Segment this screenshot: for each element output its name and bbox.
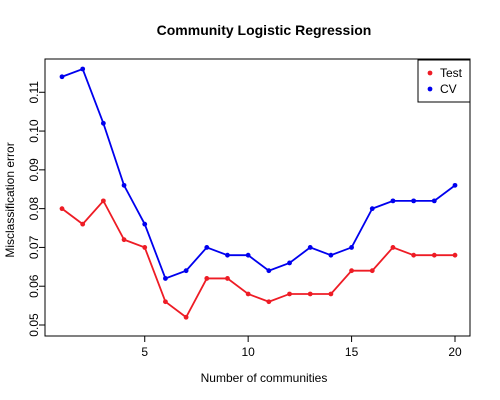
data-point: [183, 268, 189, 274]
data-point: [121, 237, 127, 243]
data-point: [349, 245, 354, 250]
data-point: [266, 268, 272, 274]
data-point: [369, 206, 375, 212]
y-tick-label: 0.10: [27, 119, 41, 143]
data-point: [163, 276, 168, 281]
x-tick-label: 10: [241, 345, 255, 359]
data-point: [349, 268, 354, 274]
series-cv: [59, 66, 458, 281]
x-tick-label: 5: [141, 345, 148, 359]
data-point: [431, 252, 437, 258]
data-point: [307, 291, 313, 297]
legend-label-cv: CV: [440, 82, 457, 96]
data-point: [266, 299, 272, 305]
data-point: [225, 252, 230, 258]
series-test: [59, 198, 458, 320]
data-point: [100, 198, 106, 204]
data-point: [390, 198, 396, 204]
y-tick-label: 0.08: [27, 197, 41, 221]
data-point: [245, 252, 251, 258]
data-point: [431, 198, 437, 204]
data-point: [369, 268, 375, 274]
data-point: [287, 291, 292, 297]
plot-frame: [44, 58, 471, 337]
legend-marker-test: [427, 70, 433, 76]
data-point: [142, 245, 148, 250]
x-tick-label: 20: [448, 345, 462, 359]
legend-marker-cv: [427, 86, 433, 92]
data-point: [59, 206, 65, 212]
data-point: [142, 221, 148, 227]
data-point: [245, 291, 251, 297]
data-point: [287, 260, 292, 266]
data-point: [59, 74, 65, 80]
data-point: [225, 276, 230, 281]
y-tick-label: 0.05: [27, 313, 41, 337]
series-line-test: [61, 199, 455, 319]
data-point: [411, 198, 417, 204]
data-point: [121, 182, 127, 188]
data-point: [100, 120, 106, 126]
y-tick-label: 0.09: [27, 158, 41, 182]
data-point: [183, 314, 189, 320]
data-point: [204, 245, 210, 250]
chart-title: Community Logistic Regression: [157, 22, 372, 38]
series-layer: [59, 66, 458, 320]
y-tick-label: 0.11: [27, 81, 41, 104]
legend: Test CV: [417, 59, 471, 103]
legend-label-test: Test: [440, 66, 463, 80]
data-point: [80, 221, 86, 227]
data-point: [204, 276, 210, 281]
data-point: [452, 252, 458, 258]
x-axis-label: Number of communities: [201, 371, 328, 385]
data-point: [80, 66, 86, 72]
y-tick-label: 0.06: [27, 274, 41, 298]
y-tick-label: 0.07: [27, 235, 41, 259]
data-point: [163, 299, 168, 305]
data-point: [411, 252, 417, 258]
y-axis-label: Misclassification error: [3, 142, 17, 257]
series-line-cv: [61, 67, 456, 280]
y-axis: 0.05 0.06 0.07 0.08 0.09 0.10 0.11: [27, 81, 46, 337]
data-point: [328, 252, 334, 258]
data-point: [452, 182, 458, 188]
legend-box: [417, 59, 471, 103]
data-point: [390, 245, 396, 250]
x-tick-label: 15: [345, 345, 359, 359]
data-point: [307, 245, 313, 250]
x-axis: 5 10 15 20: [141, 335, 462, 359]
data-point: [328, 291, 334, 297]
